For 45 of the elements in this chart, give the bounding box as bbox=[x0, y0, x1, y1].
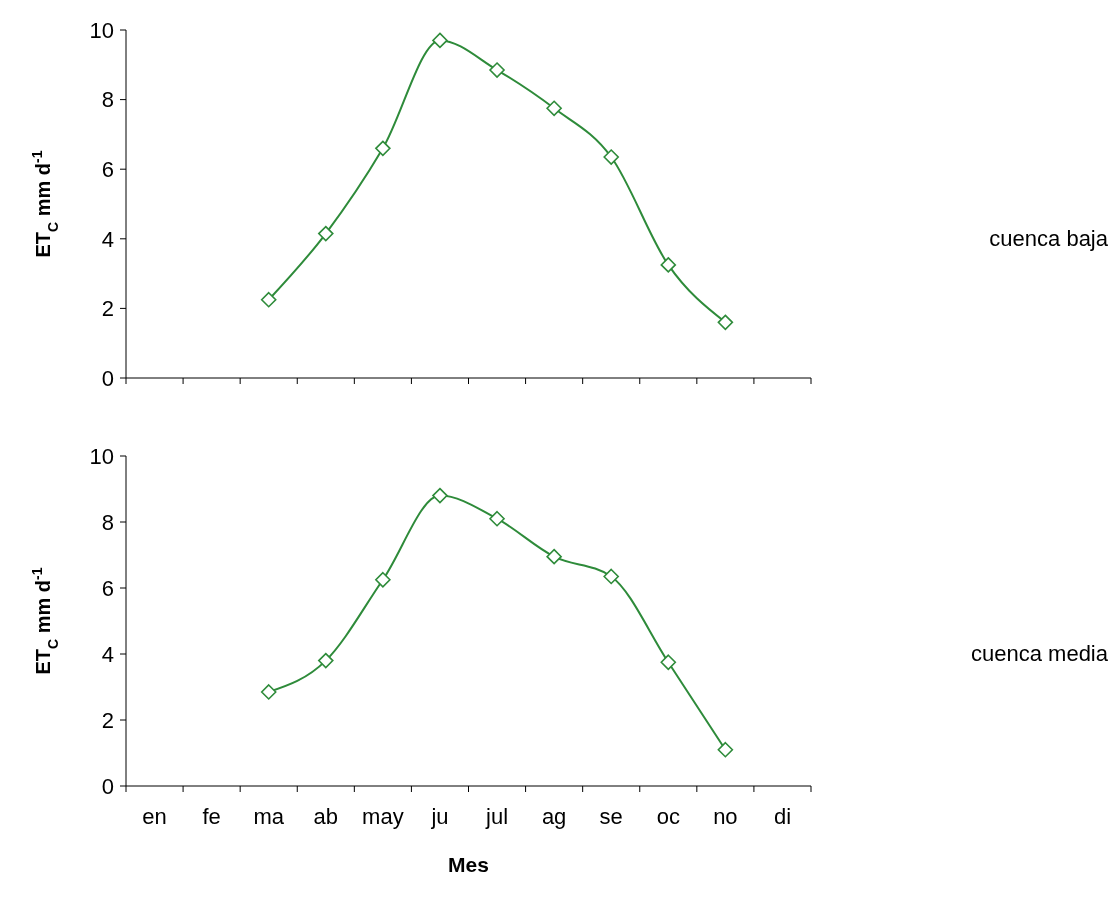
point bbox=[375, 140, 391, 157]
y-tick-label: 6 bbox=[101, 156, 114, 182]
x-tick-label: fe bbox=[202, 804, 221, 829]
point bbox=[432, 487, 448, 504]
point bbox=[489, 510, 505, 527]
point bbox=[660, 654, 677, 671]
x-tick-label: oc bbox=[656, 804, 680, 829]
x-axis-title: Mes bbox=[448, 853, 489, 876]
point bbox=[432, 32, 448, 49]
point bbox=[546, 100, 562, 117]
point bbox=[603, 568, 620, 585]
point bbox=[317, 225, 334, 242]
point bbox=[717, 741, 734, 758]
point bbox=[375, 571, 391, 588]
y-tick-label: 8 bbox=[101, 87, 114, 113]
y-tick-label: 4 bbox=[101, 226, 114, 252]
x-tick-label: di bbox=[773, 804, 792, 829]
text: cuenca media bbox=[971, 640, 1109, 666]
x-tick-label: ma bbox=[253, 804, 285, 829]
y-tick-label: 10 bbox=[89, 443, 114, 469]
y-tick-label: 2 bbox=[101, 296, 114, 322]
x-tick-label: ju bbox=[430, 804, 449, 829]
point bbox=[546, 548, 562, 565]
y-tick-label: 2 bbox=[101, 707, 114, 733]
y-tick-label: 4 bbox=[101, 641, 114, 667]
y-tick-label: 0 bbox=[101, 365, 114, 391]
point bbox=[489, 62, 505, 78]
point bbox=[260, 684, 277, 700]
text: cuenca baja bbox=[989, 225, 1109, 251]
x-tick-label: ab bbox=[313, 804, 339, 829]
x-tick-label: ag bbox=[541, 804, 567, 829]
x-tick-label: en bbox=[142, 804, 167, 829]
point bbox=[260, 291, 277, 308]
x-tick-label: no bbox=[713, 804, 738, 829]
point bbox=[660, 257, 677, 273]
y-tick-label: 10 bbox=[89, 17, 114, 43]
point bbox=[317, 652, 334, 669]
x-tick-label: se bbox=[599, 804, 623, 829]
y-tick-label: 8 bbox=[101, 509, 114, 535]
y-tick-label: 0 bbox=[101, 773, 114, 799]
x-tick-label: jul bbox=[485, 804, 509, 829]
point bbox=[603, 149, 620, 165]
y-tick-label: 6 bbox=[101, 575, 114, 601]
x-tick-label: may bbox=[362, 804, 404, 829]
point bbox=[717, 314, 734, 331]
